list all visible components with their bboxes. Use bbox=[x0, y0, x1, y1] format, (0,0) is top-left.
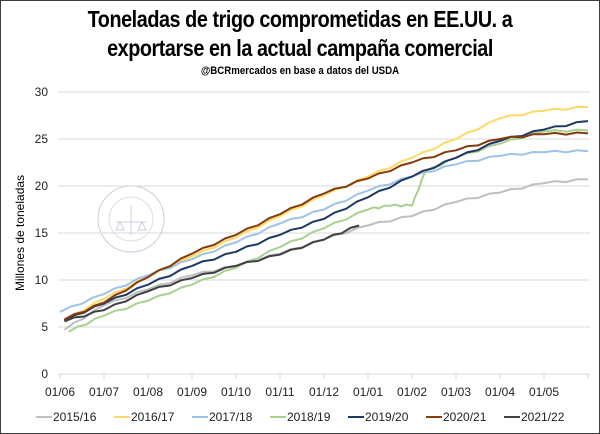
series-line-2021-22 bbox=[64, 224, 360, 323]
legend: 2015/16 2016/17 2017/18 2018/19 2019/20 2020/… bbox=[36, 410, 565, 424]
x-tick-label: 01/01 bbox=[353, 385, 383, 399]
y-tick-label: 15 bbox=[35, 226, 49, 240]
series-lines bbox=[59, 105, 589, 333]
chart-title-line-2: exportarse en la actual campaña comercia… bbox=[107, 35, 493, 61]
legend-item: 2020/21 bbox=[426, 410, 487, 424]
y-tick-label: 10 bbox=[35, 273, 49, 287]
series-line-2020-21 bbox=[63, 131, 589, 321]
chart-title-line-1: Toneladas de trigo comprometidas en EE.U… bbox=[87, 6, 513, 32]
seal-inner-ring bbox=[108, 196, 154, 242]
x-tick-label: 01/11 bbox=[265, 385, 294, 399]
x-tick-label: 01/06 bbox=[45, 385, 75, 399]
legend-item: 2018/19 bbox=[270, 410, 331, 424]
legend-label: 2016/17 bbox=[131, 410, 175, 424]
y-tick-label: 20 bbox=[35, 179, 49, 193]
legend-item: 2017/18 bbox=[192, 410, 253, 424]
legend-label: 2015/16 bbox=[53, 410, 97, 424]
y-axis-ticks: 0 5 10 15 20 25 30 bbox=[35, 85, 49, 381]
series-line-2019-20 bbox=[63, 120, 589, 322]
series-line-2018-19 bbox=[68, 128, 589, 333]
seal-scales-icon bbox=[115, 205, 147, 235]
y-tick-label: 30 bbox=[35, 85, 49, 99]
x-tick-label: 01/10 bbox=[221, 385, 251, 399]
y-tick-label: 25 bbox=[35, 132, 49, 146]
x-tick-label: 01/08 bbox=[133, 385, 163, 399]
legend-label: 2018/19 bbox=[287, 410, 331, 424]
x-tick-label: 01/12 bbox=[309, 385, 339, 399]
y-tick-label: 0 bbox=[41, 367, 48, 381]
x-tick-label: 01/04 bbox=[485, 385, 515, 399]
legend-label: 2020/21 bbox=[443, 410, 487, 424]
gridlines bbox=[58, 91, 590, 375]
legend-label: 2019/20 bbox=[365, 410, 409, 424]
x-tick-label: 01/09 bbox=[177, 385, 207, 399]
x-tick-label: 01/02 bbox=[397, 385, 427, 399]
legend-item: 2019/20 bbox=[348, 410, 409, 424]
watermark-seal bbox=[97, 185, 165, 253]
y-axis-label: Millones de toneladas bbox=[13, 175, 27, 291]
legend-item: 2021/22 bbox=[504, 410, 565, 424]
series-line-2015-16 bbox=[63, 178, 589, 331]
chart-subtitle: @BCRmercados en base a datos del USDA bbox=[200, 65, 400, 77]
x-tick-label: 01/03 bbox=[441, 385, 471, 399]
series-line-2017-18 bbox=[59, 149, 589, 313]
y-tick-label: 5 bbox=[41, 320, 48, 334]
legend-label: 2021/22 bbox=[521, 410, 565, 424]
x-axis: 01/06 01/07 01/08 01/09 01/10 01/11 01/12 01/01… bbox=[45, 373, 590, 399]
x-tick-label: 01/07 bbox=[89, 385, 119, 399]
legend-label: 2017/18 bbox=[209, 410, 253, 424]
legend-item: 2016/17 bbox=[114, 410, 175, 424]
x-tick-label: 01/05 bbox=[529, 385, 559, 399]
legend-item: 2015/16 bbox=[36, 410, 97, 424]
